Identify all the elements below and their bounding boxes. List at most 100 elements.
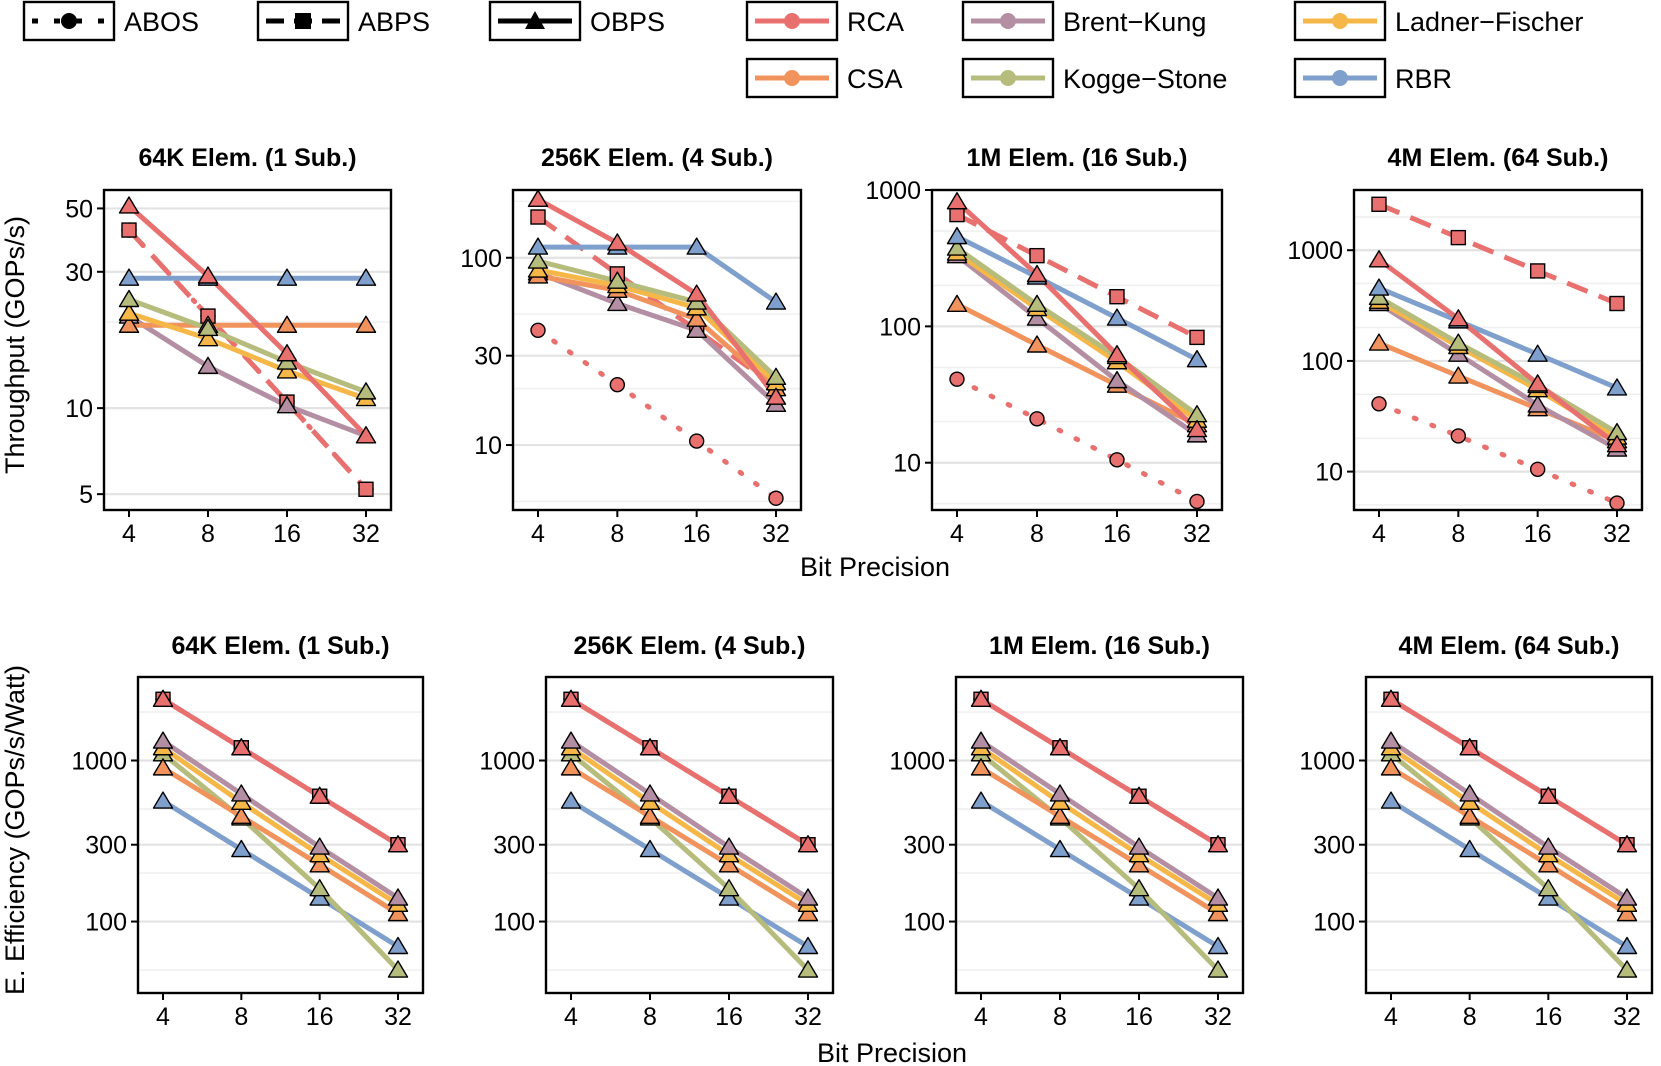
series-line-brent-kung-obps — [161, 739, 400, 901]
data-point-rbr-obps-32bit — [1207, 936, 1229, 955]
data-point-brent-kung-obps-32bit — [387, 888, 409, 906]
data-point-brent-kung-obps-8bit — [231, 784, 252, 802]
data-point-rca-abps-4bit — [530, 209, 546, 225]
data-point-csa-obps-4bit — [970, 758, 992, 776]
series-lines — [954, 199, 1200, 504]
series-line-rca-abps — [1378, 201, 1618, 306]
data-point-rca-abps-32bit — [1189, 329, 1205, 346]
legend-marker — [1000, 13, 1016, 29]
panel-throughput-2: 10 30 100 4 8 16 32 256K Elem. (4 Sub.) — [460, 144, 803, 548]
y-tick-label: 30 — [474, 343, 502, 371]
data-point-rca-obps-4bit — [152, 689, 174, 707]
data-point-rca-obps-16bit — [1106, 344, 1128, 363]
data-point-brent-kung-obps-32bit — [1616, 888, 1638, 906]
panel-frame — [954, 675, 1245, 995]
x-tick-label: 16 — [306, 1003, 334, 1031]
legend-item-rca: RCA — [745, 0, 904, 42]
data-point-rca-obps-8bit — [639, 738, 661, 756]
legend: ABOS ABPS OBPS RCA CSA Brent−Kung Kogge−Stone L… — [22, 0, 1583, 99]
data-point-rca-obps-8bit — [1459, 738, 1480, 756]
data-point-kogge-stone-obps-32bit — [387, 960, 409, 978]
data-point-rca-abps-16bit — [1109, 289, 1125, 305]
data-point-kogge-stone-obps-8bit — [1026, 294, 1048, 313]
x-tick-label: 8 — [1030, 520, 1044, 548]
y-tick-label: 30 — [65, 259, 93, 287]
data-point-kogge-stone-obps-4bit — [527, 251, 549, 269]
series-line-rbr-obps — [569, 798, 810, 949]
series-line-rca-obps — [1389, 697, 1629, 847]
legend-label: ABOS — [124, 7, 199, 37]
series-line-rca-obps — [161, 697, 400, 847]
data-point-rbr-obps-16bit — [686, 237, 707, 255]
data-point-csa-obps-4bit — [1368, 333, 1390, 351]
data-point-rca-obps-16bit — [276, 344, 298, 362]
data-point-rca-abps-8bit — [1029, 247, 1045, 264]
x-tick-label: 16 — [1125, 1003, 1153, 1031]
series-lines — [126, 204, 369, 492]
data-point-rca-obps-16bit — [309, 786, 330, 804]
data-point-kogge-stone-obps-16bit — [309, 878, 330, 897]
series-line-rca-abos — [954, 376, 1200, 504]
data-point-kogge-stone-obps-4bit — [1368, 287, 1390, 306]
data-point-rca-abps-32bit — [358, 481, 374, 497]
series-markers — [560, 689, 819, 978]
series-line-csa-obps — [161, 765, 400, 916]
data-point-rca-abos-8bit — [609, 376, 626, 393]
data-point-csa-obps-16bit — [686, 309, 707, 327]
series-line-rca-obps — [1377, 257, 1619, 447]
series-line-rca-abps — [127, 228, 368, 491]
data-point-rca-obps-32bit — [797, 835, 819, 853]
y-tick-label: 10 — [65, 395, 93, 423]
data-point-rca-obps-8bit — [1026, 264, 1048, 283]
legend-item-brent-kung: Brent−Kung — [961, 0, 1206, 42]
x-tick-label: 16 — [1524, 520, 1552, 548]
data-point-rca-abos-16bit — [1109, 452, 1125, 468]
y-tick-label: 1000 — [1287, 237, 1343, 265]
legend-label: Brent−Kung — [1063, 7, 1206, 37]
series-markers — [152, 689, 409, 978]
y-tick-label: 10 — [474, 432, 502, 460]
y-tick-label: 300 — [85, 832, 127, 860]
legend-item-obps: OBPS — [488, 0, 665, 42]
series-line-ladner-fischer-obps — [979, 745, 1220, 907]
panel-title: 4M Elem. (64 Sub.) — [1388, 144, 1609, 172]
data-point-rbr-obps-8bit — [1049, 839, 1071, 858]
data-point-rbr-obps-16bit — [309, 888, 330, 906]
legend-item-kogge-stone: Kogge−Stone — [961, 57, 1227, 99]
data-point-rbr-obps-16bit — [718, 888, 740, 906]
data-point-csa-obps-8bit — [231, 806, 252, 825]
data-point-rbr-obps-8bit — [1459, 839, 1480, 858]
x-tick-label: 8 — [1451, 520, 1465, 548]
series-line-rca-obps — [979, 697, 1220, 847]
data-point-brent-kung-obps-4bit — [560, 731, 582, 749]
data-point-kogge-stone-obps-16bit — [1128, 878, 1150, 897]
data-point-rca-obps-16bit — [1538, 786, 1559, 804]
y-tick-label: 1000 — [479, 748, 535, 776]
x-tick-label: 32 — [1603, 520, 1631, 548]
data-point-rca-obps-8bit — [607, 233, 628, 251]
series-line-ladner-fischer-obps — [569, 745, 810, 907]
data-point-csa-obps-16bit — [276, 315, 298, 333]
data-point-rca-obps-4bit — [970, 689, 992, 707]
series-line-rca-obps — [955, 199, 1199, 432]
data-point-rca-obps-32bit — [355, 426, 377, 444]
panel-efficiency-2: 100 300 1000 4 8 16 32 256K Elem. (4 Sub.) — [479, 632, 835, 1031]
y-tick-label: 300 — [1313, 832, 1355, 860]
x-tick-label: 16 — [273, 520, 301, 548]
x-tick-label: 16 — [683, 520, 711, 548]
x-axis-label-throughput: Bit Precision — [800, 552, 950, 582]
data-point-brent-kung-obps-8bit — [639, 784, 661, 802]
y-tick-label: 1000 — [889, 748, 945, 776]
x-tick-label: 32 — [762, 520, 790, 548]
series-line-brent-kung-obps — [127, 313, 367, 439]
data-point-brent-kung-obps-16bit — [1106, 370, 1128, 389]
legend-label: OBPS — [590, 7, 665, 37]
panels: 5 10 30 50 4 8 16 32 64K Elem. (1 Sub.) 10 30 100 4 8… — [65, 144, 1654, 1031]
data-point-csa-obps-32bit — [355, 315, 377, 333]
legend-label: CSA — [847, 64, 903, 94]
legend-label: Kogge−Stone — [1063, 64, 1227, 94]
x-tick-label: 4 — [122, 520, 136, 548]
data-point-kogge-stone-obps-8bit — [607, 271, 628, 289]
y-tick-label: 1000 — [865, 177, 921, 205]
data-point-rca-obps-4bit — [527, 189, 549, 208]
